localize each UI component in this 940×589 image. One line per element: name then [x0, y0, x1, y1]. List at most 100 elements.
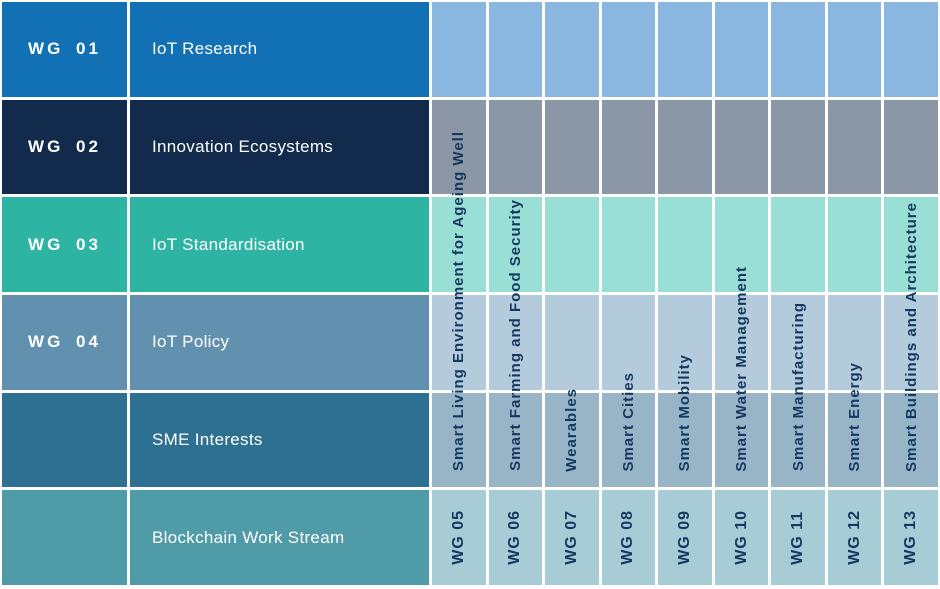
matrix-cell-col5-row4 [432, 294, 486, 390]
vertical-number-wg12: WG 12 [828, 490, 882, 585]
matrix-cell-col8-row2 [601, 99, 656, 195]
wg08-number: WG 08 [619, 510, 637, 566]
matrix-cell-col8-row4 [601, 294, 656, 390]
wg01-label-cell: IoT Research [130, 2, 429, 97]
wg13-number: WG 13 [902, 510, 920, 566]
matrix-cell-col12-row1 [827, 2, 882, 97]
matrix-cell-col13-row3 [884, 197, 938, 292]
wg04-number: WG 04 [28, 332, 101, 352]
matrix-cell-col5-row1 [432, 2, 486, 97]
wg07-label: Wearables [563, 387, 581, 472]
matrix-cell-col12-row4 [827, 294, 882, 390]
blockchain-label: Blockchain Work Stream [152, 527, 345, 547]
vertical-label-wg10: Smart Water Management [715, 2, 769, 487]
wg06-number: WG 06 [506, 510, 524, 566]
wg09-number: WG 09 [675, 510, 693, 566]
wg01-number-cell: WG 01 [2, 2, 127, 97]
matrix-cell-col9-row5 [658, 392, 712, 488]
matrix-cell-col10-row3 [714, 197, 769, 292]
vertical-label-wg12: Smart Energy [828, 2, 882, 487]
matrix-cell-col10-row4 [714, 294, 769, 390]
matrix-cell-col7-row6 [545, 490, 599, 585]
wg02-label-cell: Innovation Ecosystems [130, 99, 429, 195]
wg02-number: WG 02 [28, 136, 101, 156]
vertical-number-wg11: WG 11 [771, 490, 825, 585]
matrix-cell-col12-row2 [827, 99, 882, 195]
wg11-number: WG 11 [789, 510, 807, 565]
wg06-label: Smart Farming and Food Security [506, 199, 524, 472]
matrix-cell-col10-row5 [714, 392, 769, 488]
matrix-cell-col6-row5 [488, 392, 543, 488]
matrix-cell-col5-row6 [432, 490, 486, 585]
matrix-cell-col10-row1 [714, 2, 769, 97]
matrix-cell-col11-row5 [771, 392, 825, 488]
wg04-label: IoT Policy [152, 332, 230, 352]
wg03-number: WG 03 [28, 234, 101, 254]
wg10-number: WG 10 [732, 510, 750, 566]
matrix-cell-col5-row2 [432, 99, 486, 195]
matrix-cell-col11-row6 [771, 490, 825, 585]
wg10-label: Smart Water Management [733, 265, 751, 472]
vertical-label-wg11: Smart Manufacturing [771, 2, 825, 487]
vertical-number-wg10: WG 10 [715, 490, 769, 585]
matrix-cell-col9-row4 [658, 294, 712, 390]
vertical-number-wg06: WG 06 [489, 490, 543, 585]
wg03-label: IoT Standardisation [152, 234, 305, 254]
wg03-label-cell: IoT Standardisation [130, 197, 429, 292]
matrix-cell-col6-row2 [488, 99, 543, 195]
wg05-number: WG 05 [449, 510, 467, 566]
matrix-cell-col6-row4 [488, 294, 543, 390]
wg02-label: Innovation Ecosystems [152, 136, 334, 156]
matrix-cell-col13-row1 [884, 2, 938, 97]
vertical-label-wg06: Smart Farming and Food Security [489, 2, 543, 487]
matrix-cell-col6-row1 [488, 2, 543, 97]
wg09-label: Smart Mobility [676, 353, 694, 472]
vertical-label-wg05: Smart Living Environment for Ageing Well [432, 2, 486, 487]
matrix-cell-col10-row2 [714, 99, 769, 195]
wg08-label: Smart Cities [619, 371, 637, 472]
matrix-cell-col8-row3 [601, 197, 656, 292]
matrix-cell-col9-row2 [658, 99, 712, 195]
sme-number-cell [2, 392, 127, 488]
matrix-cell-col7-row5 [545, 392, 599, 488]
matrix-cell-col8-row1 [601, 2, 656, 97]
matrix-cell-col8-row6 [601, 490, 656, 585]
matrix-cell-col11-row4 [771, 294, 825, 390]
wg05-label: Smart Living Environment for Ageing Well [450, 131, 468, 472]
matrix-cell-col13-row4 [884, 294, 938, 390]
wg01-label: IoT Research [152, 39, 258, 59]
vertical-number-wg05: WG 05 [432, 490, 486, 585]
matrix-cell-col7-row2 [545, 99, 599, 195]
vertical-number-wg09: WG 09 [658, 490, 712, 585]
matrix-cell-col7-row4 [545, 294, 599, 390]
wg01-number: WG 01 [28, 39, 101, 59]
matrix-cell-col12-row3 [827, 197, 882, 292]
matrix-cell-col11-row2 [771, 99, 825, 195]
matrix-cell-col10-row6 [714, 490, 769, 585]
matrix-cell-col12-row5 [827, 392, 882, 488]
wg12-label: Smart Energy [846, 361, 864, 472]
matrix-cell-col9-row6 [658, 490, 712, 585]
sme-label-cell: SME Interests [130, 392, 429, 488]
wg11-label: Smart Manufacturing [789, 302, 807, 472]
vertical-label-wg13: Smart Buildings and Architecture [884, 2, 938, 487]
matrix-cell-col8-row5 [601, 392, 656, 488]
matrix-cell-col9-row1 [658, 2, 712, 97]
matrix-cell-col12-row6 [827, 490, 882, 585]
vertical-label-wg08: Smart Cities [602, 2, 656, 487]
vertical-label-wg07: Wearables [545, 2, 599, 487]
matrix-cell-col13-row2 [884, 99, 938, 195]
blockchain-label-cell: Blockchain Work Stream [130, 490, 429, 585]
vertical-label-wg09: Smart Mobility [658, 2, 712, 487]
wg12-number: WG 12 [845, 510, 863, 566]
wg02-number-cell: WG 02 [2, 99, 127, 195]
matrix-cell-col5-row3 [432, 197, 486, 292]
vertical-number-wg08: WG 08 [602, 490, 656, 585]
matrix-cell-col11-row1 [771, 2, 825, 97]
wg13-label: Smart Buildings and Architecture [902, 201, 920, 472]
wg03-number-cell: WG 03 [2, 197, 127, 292]
wg04-number-cell: WG 04 [2, 294, 127, 390]
matrix-cell-col13-row5 [884, 392, 938, 488]
matrix-cell-col6-row6 [488, 490, 543, 585]
